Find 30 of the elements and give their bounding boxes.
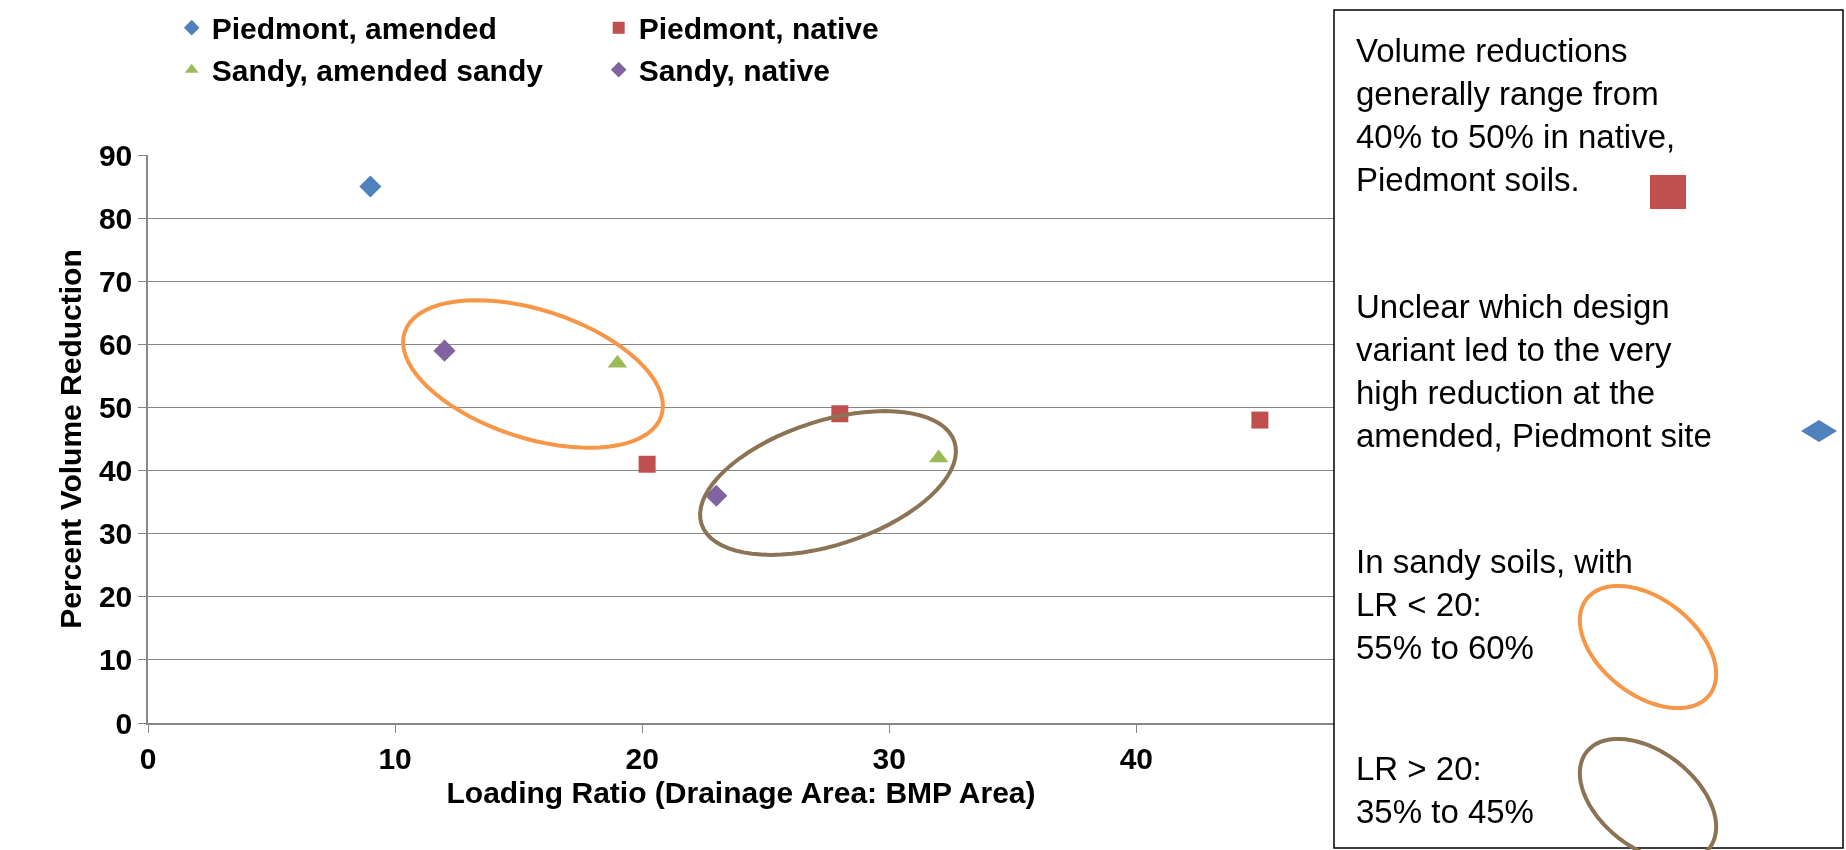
point	[433, 339, 456, 362]
legend-label: Piedmont, native	[638, 12, 879, 46]
point	[705, 484, 728, 507]
x-axis-title: Loading Ratio (Drainage Area: BMP Area)	[446, 775, 1036, 809]
text: LR > 20: 35% to 45%	[1356, 750, 1534, 830]
y-tick-label: 90	[98, 138, 133, 172]
text: Volume reductions generally range from 40% to 50% in native, Piedmont soils.	[1356, 32, 1676, 198]
legend-label: Sandy, native	[638, 54, 830, 88]
y-tick-label: 20	[98, 580, 133, 614]
y-tick-label: 50	[98, 390, 133, 424]
x-tick-label: 40	[1119, 741, 1154, 775]
x-tick-label: 30	[872, 741, 906, 775]
x-tick-label: 10	[378, 741, 412, 775]
x-tick-label: 20	[625, 741, 659, 775]
legend-label: Sandy, amended sandy	[211, 54, 544, 88]
point	[1251, 411, 1269, 429]
point	[638, 455, 656, 473]
text: In sandy soils, with LR < 20: 55% to 60%	[1356, 543, 1633, 666]
y-tick-label: 80	[98, 201, 133, 235]
y-tick-label: 30	[98, 517, 133, 551]
y-tick-label: 70	[98, 264, 133, 298]
y-tick-label: 60	[98, 327, 133, 361]
y-tick-label: 10	[98, 643, 133, 677]
legend-label: Piedmont, amended	[211, 12, 497, 46]
x-tick-label: 0	[139, 741, 157, 775]
point	[359, 175, 382, 198]
y-tick-label: 40	[98, 454, 133, 488]
y-tick-label: 0	[115, 706, 133, 740]
text: Unclear which design variant led to the very high reduction at the amended, Piedmont site	[1356, 288, 1712, 454]
y-axis-title: Percent Volume Reduction	[54, 249, 88, 629]
